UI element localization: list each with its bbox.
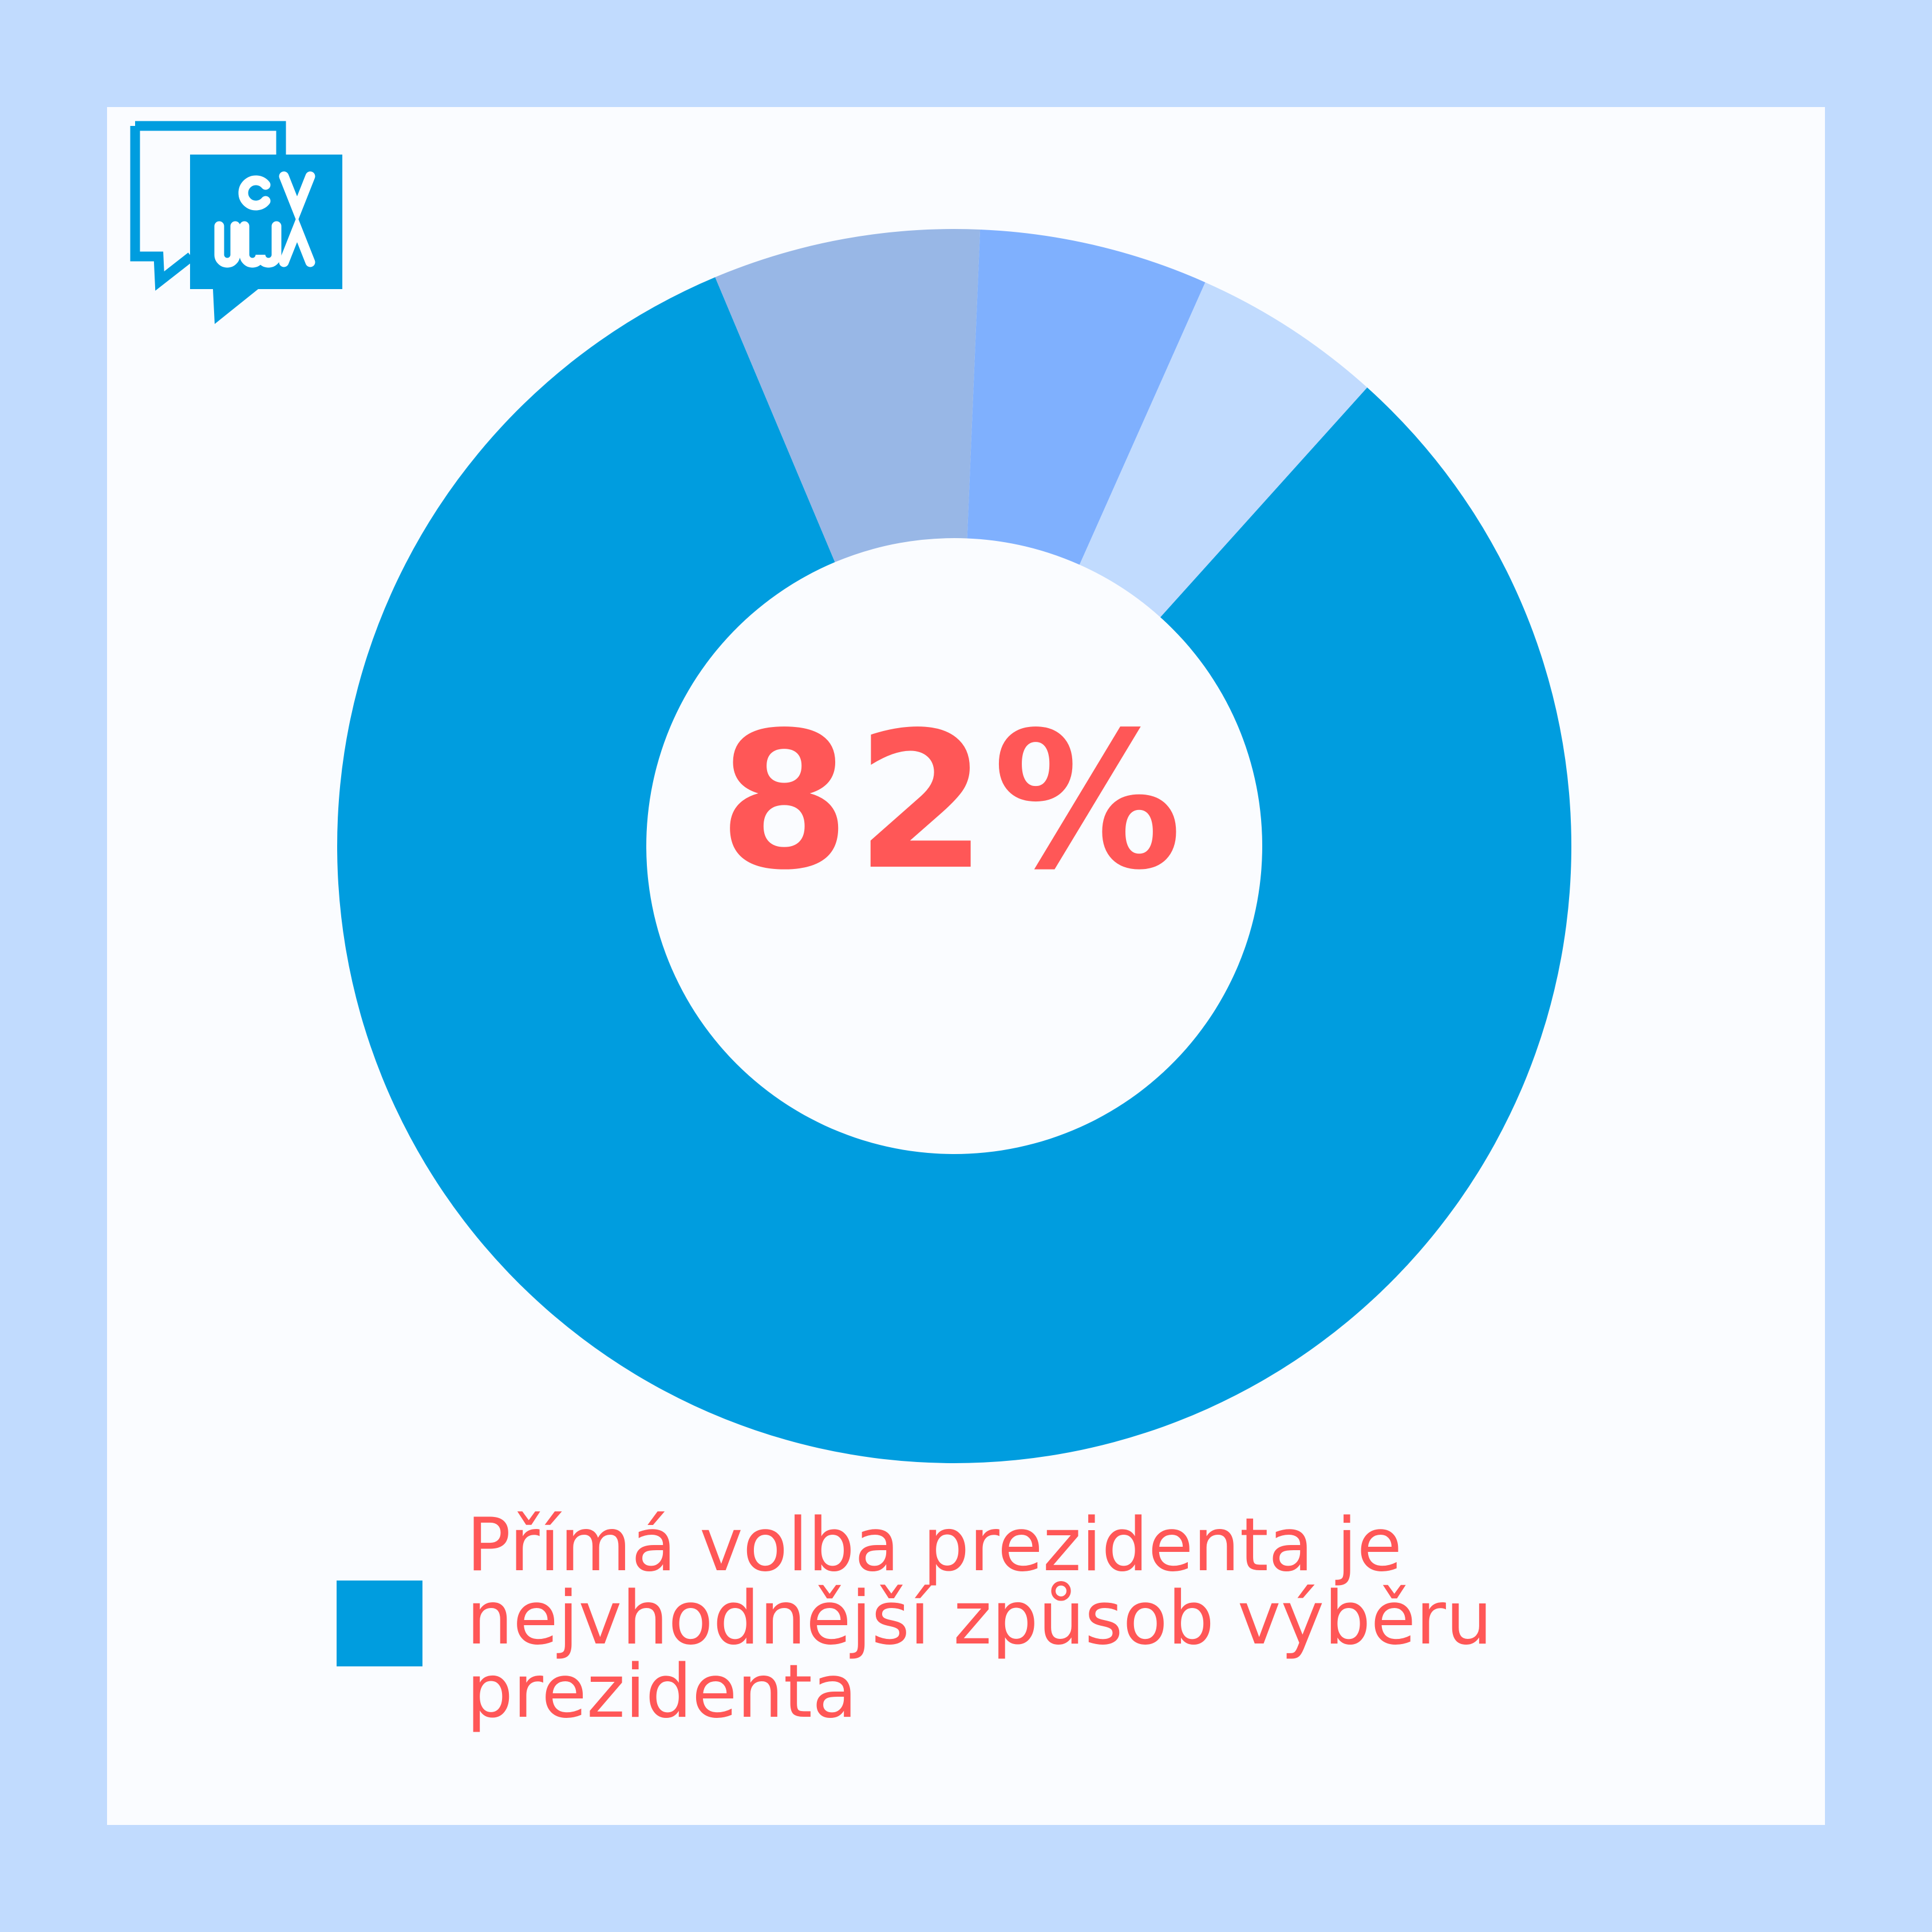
cvvm-logo [130,121,342,324]
legend-label: Přímá volba prezidenta je nejvhodnější z… [467,1503,1492,1735]
donut-slice-2 [967,229,1206,565]
donut-slice-1 [715,228,981,563]
donut-slice-3 [1079,282,1368,618]
donut-slice-0 [337,277,1572,1463]
center-percentage: 82% [718,692,1188,911]
legend-swatch [337,1581,422,1666]
